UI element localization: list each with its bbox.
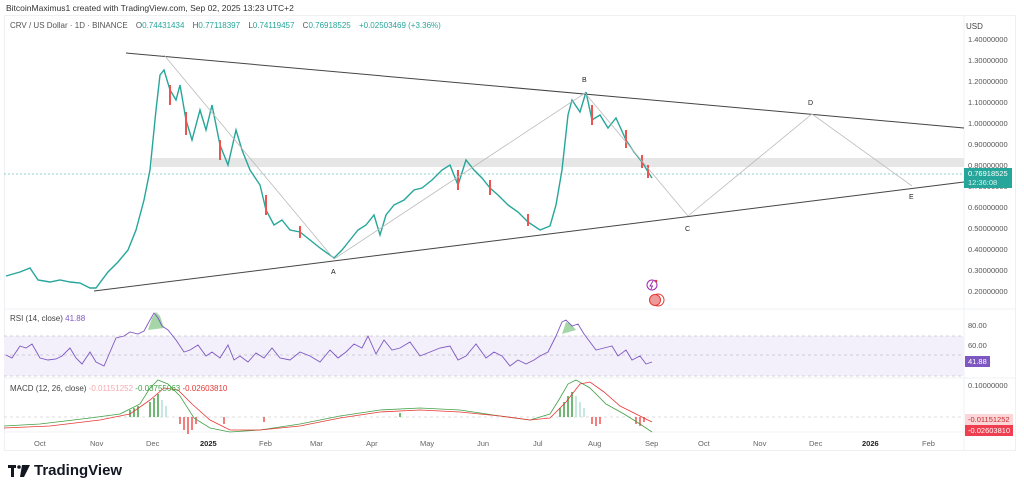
svg-text:Feb: Feb [922,439,935,448]
svg-text:Dec: Dec [146,439,160,448]
chart-credit: BitcoinMaximus1 created with TradingView… [6,3,294,13]
svg-text:80.00: 80.00 [968,321,987,330]
svg-text:Mar: Mar [310,439,323,448]
svg-text:0.20000000: 0.20000000 [968,287,1008,296]
svg-text:0.40000000: 0.40000000 [968,245,1008,254]
close-value: 0.76918525 [308,21,351,30]
svg-text:0.50000000: 0.50000000 [968,224,1008,233]
macd-line-value: -0.03755063 [135,384,181,393]
macd-pane[interactable]: 0.10000000 [3,379,1008,434]
svg-text:Jun: Jun [477,439,489,448]
resistance-zone [152,158,964,167]
tradingview-logo[interactable]: TradingView [8,462,122,479]
chart-frame [4,15,1016,451]
symbol-legend: CRV / US Dollar · 1D · BINANCE O0.744314… [10,21,441,30]
svg-text:Dec: Dec [809,439,823,448]
rsi-pane[interactable]: 80.00 60.00 [4,312,987,377]
svg-text:0.30000000: 0.30000000 [968,266,1008,275]
lightning-event-icon[interactable] [646,279,658,291]
svg-text:Sep: Sep [645,439,658,448]
currency-label[interactable]: USD [966,22,983,31]
svg-text:1.00000000: 1.00000000 [968,119,1008,128]
macd-legend[interactable]: MACD (12, 26, close) -0.01151252 -0.0375… [10,384,228,393]
svg-text:0.80000000: 0.80000000 [968,161,1008,170]
svg-text:1.30000000: 1.30000000 [968,56,1008,65]
tradingview-logo-icon [8,464,30,477]
svg-text:Feb: Feb [259,439,272,448]
svg-text:1.10000000: 1.10000000 [968,98,1008,107]
svg-text:Aug: Aug [588,439,601,448]
rsi-legend[interactable]: RSI (14, close) 41.88 [10,314,86,323]
svg-text:2025: 2025 [200,439,217,448]
economic-event-icon[interactable] [649,293,665,307]
svg-text:May: May [420,439,434,448]
low-value: 0.74119457 [252,21,295,30]
wave-label-b: B [582,77,587,84]
high-value: 0.77118397 [198,21,241,30]
macd-signal-value: -0.02603810 [182,384,228,393]
current-price-badge: 0.76918525 12:36:08 [964,168,1012,188]
macd-signal-badge: -0.02603810 [965,425,1014,436]
svg-text:Nov: Nov [753,439,767,448]
open-value: 0.74431434 [142,21,185,30]
symbol-title[interactable]: CRV / US Dollar · 1D · BINANCE [10,21,128,30]
svg-text:Oct: Oct [698,439,711,448]
svg-text:60.00: 60.00 [968,341,987,350]
rsi-value: 41.88 [65,314,86,323]
svg-text:Jul: Jul [533,439,543,448]
candles [5,68,653,289]
svg-text:1.40000000: 1.40000000 [968,35,1008,44]
triangle-pattern[interactable] [93,52,965,292]
change-value: +0.02503469 (+3.36%) [358,21,441,30]
svg-text:Apr: Apr [366,439,378,448]
wave-label-a: A [331,269,336,276]
time-axis[interactable]: Oct Nov Dec 2025 Feb Mar Apr May Jun Jul… [34,439,935,448]
svg-text:Nov: Nov [90,439,104,448]
wave-label-e: E [909,194,914,201]
rsi-value-badge: 41.88 [965,356,990,367]
svg-text:0.10000000: 0.10000000 [968,381,1008,390]
price-axis[interactable]: 1.40000000 1.30000000 1.20000000 1.10000… [968,35,1008,296]
svg-text:0.60000000: 0.60000000 [968,203,1008,212]
candle-countdown: 12:36:08 [968,178,998,187]
macd-histogram-value: -0.01151252 [88,384,134,393]
wave-label-d: D [808,100,813,107]
macd-histogram-badge: -0.01151252 [965,414,1013,425]
svg-text:Oct: Oct [34,439,47,448]
wave-label-c: C [685,226,690,233]
svg-text:1.20000000: 1.20000000 [968,77,1008,86]
svg-text:2026: 2026 [862,439,879,448]
svg-text:0.90000000: 0.90000000 [968,140,1008,149]
